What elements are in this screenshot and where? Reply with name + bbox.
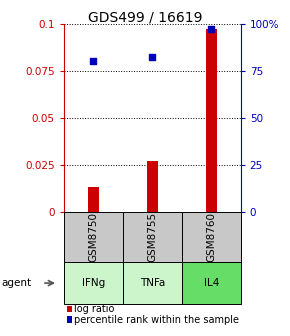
Text: GSM8750: GSM8750: [88, 212, 98, 262]
Text: GDS499 / 16619: GDS499 / 16619: [88, 10, 202, 24]
Text: IL4: IL4: [204, 278, 219, 288]
Point: [91, 58, 96, 64]
Text: TNFa: TNFa: [139, 278, 165, 288]
Text: log ratio: log ratio: [74, 304, 115, 314]
Bar: [147, 161, 157, 212]
Point: [150, 55, 155, 60]
Text: GSM8760: GSM8760: [206, 212, 216, 262]
Text: IFNg: IFNg: [82, 278, 105, 288]
Text: agent: agent: [1, 278, 32, 288]
Bar: [206, 29, 217, 212]
Point: [209, 27, 213, 32]
Text: GSM8755: GSM8755: [147, 212, 157, 262]
Text: percentile rank within the sample: percentile rank within the sample: [74, 314, 239, 325]
Bar: [88, 187, 99, 212]
